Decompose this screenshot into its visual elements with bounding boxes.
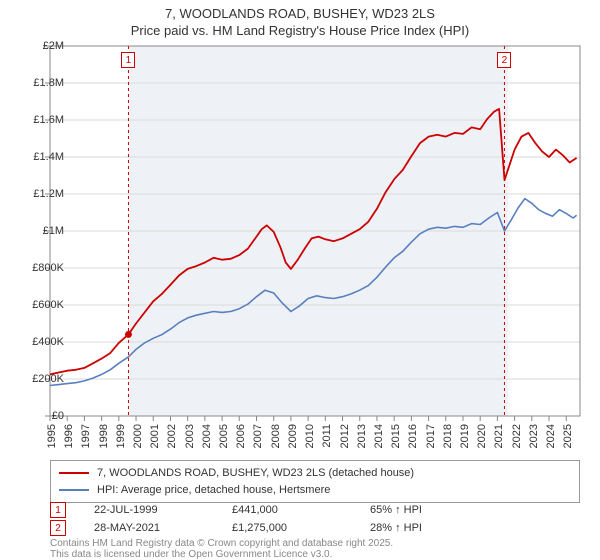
x-tick-label: 1995 — [46, 424, 58, 448]
x-tick-label: 2023 — [528, 424, 540, 448]
x-tick-label: 2020 — [476, 424, 488, 448]
annotation-date: 22-JUL-1999 — [94, 504, 204, 516]
x-tick-label: 2009 — [287, 424, 299, 448]
y-tick-label: £200K — [8, 373, 64, 385]
y-tick-label: £600K — [8, 299, 64, 311]
x-tick-label: 2006 — [235, 424, 247, 448]
title-line-2: Price paid vs. HM Land Registry's House … — [131, 23, 469, 38]
event-marker-1: 1 — [121, 52, 135, 68]
x-tick-label: 2022 — [511, 424, 523, 448]
legend-box: 7, WOODLANDS ROAD, BUSHEY, WD23 2LS (det… — [50, 460, 580, 503]
x-tick-label: 2021 — [493, 424, 505, 448]
plot-area — [50, 46, 580, 416]
y-tick-label: £1.2M — [8, 188, 64, 200]
x-tick-label: 2001 — [149, 424, 161, 448]
y-tick-label: £1.4M — [8, 151, 64, 163]
x-tick-label: 2003 — [184, 424, 196, 448]
y-tick-label: £400K — [8, 336, 64, 348]
annotation-price: £1,275,000 — [232, 522, 342, 534]
legend-label: HPI: Average price, detached house, Hert… — [97, 482, 330, 499]
annotation-row: 2 28-MAY-2021 £1,275,000 28% ↑ HPI — [50, 520, 580, 536]
legend-row: HPI: Average price, detached house, Hert… — [59, 482, 571, 499]
y-tick-label: £1.8M — [8, 77, 64, 89]
y-tick-label: £0 — [8, 410, 64, 422]
y-tick-label: £2M — [8, 40, 64, 52]
x-tick-label: 2010 — [304, 424, 316, 448]
legend-label: 7, WOODLANDS ROAD, BUSHEY, WD23 2LS (det… — [97, 465, 414, 482]
x-tick-label: 2018 — [442, 424, 454, 448]
x-tick-label: 2002 — [166, 424, 178, 448]
x-tick-label: 2017 — [425, 424, 437, 448]
x-tick-label: 2024 — [545, 424, 557, 448]
y-tick-label: £1.6M — [8, 114, 64, 126]
x-tick-label: 2016 — [407, 424, 419, 448]
x-tick-label: 2005 — [218, 424, 230, 448]
x-tick-label: 2004 — [201, 424, 213, 448]
annotation-delta: 65% ↑ HPI — [370, 504, 422, 516]
y-tick-label: £800K — [8, 262, 64, 274]
x-tick-label: 2014 — [373, 424, 385, 448]
x-tick-label: 2012 — [339, 424, 351, 448]
x-tick-label: 2015 — [390, 424, 402, 448]
annotation-delta: 28% ↑ HPI — [370, 522, 422, 534]
x-tick-label: 1997 — [80, 424, 92, 448]
legend-swatch — [59, 489, 89, 491]
y-tick-label: £1M — [8, 225, 64, 237]
event-marker-2: 2 — [497, 52, 511, 68]
copyright-line-1: Contains HM Land Registry data © Crown c… — [50, 538, 393, 549]
x-tick-label: 2025 — [562, 424, 574, 448]
x-tick-label: 2013 — [356, 424, 368, 448]
chart-container: 7, WOODLANDS ROAD, BUSHEY, WD23 2LS Pric… — [0, 0, 600, 560]
legend-row: 7, WOODLANDS ROAD, BUSHEY, WD23 2LS (det… — [59, 465, 571, 482]
x-tick-label: 2019 — [459, 424, 471, 448]
chart-title: 7, WOODLANDS ROAD, BUSHEY, WD23 2LS Pric… — [0, 0, 600, 40]
copyright-line-2: This data is licensed under the Open Gov… — [50, 549, 332, 560]
copyright-text: Contains HM Land Registry data © Crown c… — [50, 538, 393, 560]
legend-swatch — [59, 472, 89, 474]
x-tick-label: 2000 — [132, 424, 144, 448]
annotation-row: 1 22-JUL-1999 £441,000 65% ↑ HPI — [50, 502, 580, 518]
x-tick-label: 2008 — [270, 424, 282, 448]
title-line-1: 7, WOODLANDS ROAD, BUSHEY, WD23 2LS — [165, 6, 435, 21]
x-tick-label: 2011 — [321, 424, 333, 448]
annotation-table: 1 22-JUL-1999 £441,000 65% ↑ HPI 2 28-MAY-202… — [50, 502, 580, 538]
x-tick-label: 1998 — [98, 424, 110, 448]
x-tick-label: 2007 — [252, 424, 264, 448]
annotation-marker: 2 — [50, 520, 66, 536]
plot-svg — [50, 46, 580, 416]
annotation-marker: 1 — [50, 502, 66, 518]
annotation-date: 28-MAY-2021 — [94, 522, 204, 534]
x-tick-label: 1999 — [115, 424, 127, 448]
annotation-price: £441,000 — [232, 504, 342, 516]
x-tick-label: 1996 — [63, 424, 75, 448]
